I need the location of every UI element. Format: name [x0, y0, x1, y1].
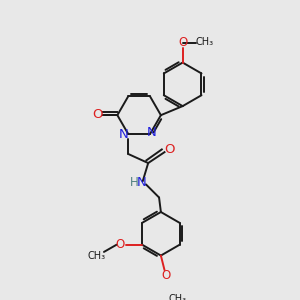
Text: O: O: [178, 36, 187, 49]
Text: O: O: [92, 108, 103, 121]
Text: O: O: [162, 269, 171, 282]
Text: CH₃: CH₃: [88, 250, 106, 260]
Text: N: N: [147, 126, 157, 139]
Text: CH₃: CH₃: [168, 294, 186, 300]
Text: N: N: [119, 128, 129, 140]
Text: CH₃: CH₃: [195, 37, 214, 47]
Text: O: O: [165, 143, 175, 156]
Text: N: N: [137, 176, 147, 190]
Text: H: H: [130, 176, 139, 190]
Text: O: O: [116, 238, 125, 251]
